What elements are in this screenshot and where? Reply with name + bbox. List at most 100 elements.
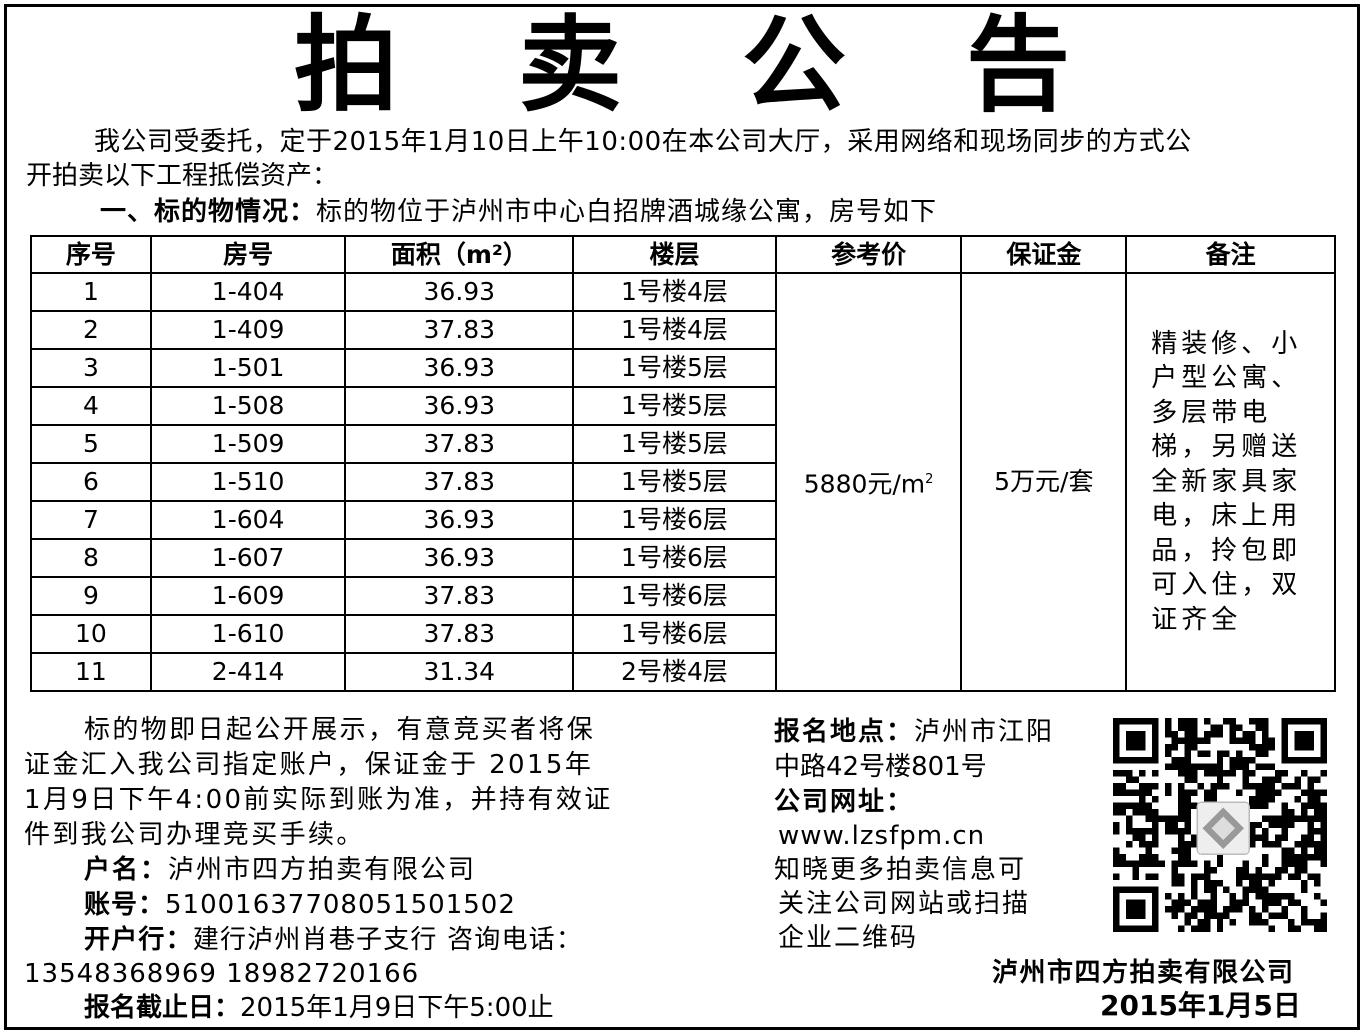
row-area: 37.83 (344, 614, 575, 654)
row-index: 1 (30, 272, 152, 312)
page-title: 拍卖公告 (293, 4, 1190, 126)
section1-text: 标的物位于泸州市中心白招牌酒城缘公寓，房号如下 (316, 197, 938, 227)
location-label: 报名地点： (774, 717, 915, 747)
left-para-1: 标的物即日起公开展示，有意竞买者将保 (84, 715, 596, 745)
row-floor: 2号楼4层 (572, 652, 777, 692)
table-row: 1 1-404 36.93 1号楼4层 5880元/m2 5万元/套 精装修、小户型公寓、多… (30, 272, 1336, 692)
table-row: 2 1-409 37.83 1号楼4层 (30, 310, 1335, 350)
deadline-label: 报名截止日： (84, 993, 241, 1023)
row-floor: 1号楼4层 (572, 272, 777, 312)
header-area: 面积（m²） (344, 235, 575, 274)
signature-date: 2015年1月5日 (1100, 989, 1301, 1022)
row-room: 1-510 (149, 462, 347, 502)
row-area: 37.83 (344, 310, 575, 350)
header-floor: 楼层 (572, 235, 777, 274)
row-floor: 1号楼5层 (572, 462, 777, 502)
row-area: 37.83 (344, 576, 575, 616)
account-number-value: 51001637708051501502 (165, 890, 516, 920)
website-link[interactable]: www.lzsfpm.cn (778, 821, 986, 851)
account-number-label: 账号： (84, 890, 166, 920)
bank-label: 开户行： (84, 925, 193, 955)
row-floor: 1号楼6层 (572, 538, 777, 578)
bank: 开户行：建行泸州肖巷子支行 咨询电话： (84, 922, 583, 958)
header-room: 房号 (149, 235, 347, 274)
row-area: 31.34 (344, 652, 575, 692)
qr-code-icon (1113, 718, 1327, 932)
row-area: 36.93 (344, 272, 575, 312)
row-area: 37.83 (344, 462, 575, 502)
row-area: 36.93 (344, 500, 575, 540)
left-para-4: 件到我公司办理竞买手续。 (24, 820, 365, 850)
company-signature: 泸州市四方拍卖有限公司 (992, 958, 1295, 988)
row-floor: 1号楼6层 (572, 614, 777, 654)
property-table: 序号 房号 面积（m²） 楼层 参考价 保证金 备注 1 1-404 36.93 1号… (30, 235, 1336, 692)
remarks: 精装修、小户型公寓、多层带电梯，另赠送全新家具家电，床上用品，拎包即可入住，双证… (1125, 272, 1336, 692)
row-room: 1-607 (149, 538, 347, 578)
row-floor: 1号楼5层 (572, 348, 777, 388)
header-price: 参考价 (774, 235, 963, 274)
info-line2: 关注公司网站或扫描 (778, 889, 1031, 919)
row-area: 37.83 (344, 424, 575, 464)
row-index: 8 (30, 538, 152, 578)
row-index: 7 (30, 500, 152, 540)
row-room: 2-414 (149, 652, 347, 692)
location: 报名地点：泸州市江阳 (774, 714, 1054, 750)
info-line1: 知晓更多拍卖信息可 (774, 855, 1027, 885)
row-index: 6 (30, 462, 152, 502)
price-value: 5880元/m (803, 469, 926, 499)
account-name-value: 泸州市四方拍卖有限公司 (168, 855, 477, 885)
table-row: 7 1-604 36.93 1号楼6层 (30, 500, 1335, 540)
row-room: 1-609 (149, 576, 347, 616)
row-index: 9 (30, 576, 152, 616)
row-floor: 1号楼4层 (572, 310, 777, 350)
header-deposit: 保证金 (960, 235, 1128, 274)
header-note: 备注 (1125, 235, 1336, 274)
table-row: 9 1-609 37.83 1号楼6层 (30, 576, 1335, 616)
deadline: 报名截止日：2015年1月9日下午5:00止 (84, 990, 554, 1026)
deposit: 5万元/套 (960, 272, 1128, 692)
price-unit-sup: 2 (925, 471, 934, 487)
row-floor: 1号楼6层 (572, 576, 777, 616)
section1-label: 一、标的物情况： (100, 197, 317, 227)
table-row: 6 1-510 37.83 1号楼5层 (30, 462, 1335, 502)
row-area: 36.93 (344, 538, 575, 578)
reference-price: 5880元/m2 (774, 272, 963, 692)
row-area: 36.93 (344, 386, 575, 426)
row-room: 1-610 (149, 614, 347, 654)
intro-line2: 开拍卖以下工程抵偿资产： (26, 161, 339, 191)
row-index: 11 (30, 652, 152, 692)
row-room: 1-509 (149, 424, 347, 464)
row-index: 2 (30, 310, 152, 350)
table-row: 3 1-501 36.93 1号楼5层 (30, 348, 1335, 388)
location-value: 泸州市江阳 (914, 717, 1055, 747)
left-para-2: 证金汇入我公司指定账户，保证金于 2015年 (24, 750, 594, 780)
row-index: 10 (30, 614, 152, 654)
table-row: 10 1-610 37.83 1号楼6层 (30, 614, 1335, 654)
phone-numbers: 13548368969 18982720166 (24, 959, 420, 989)
table-row: 5 1-509 37.83 1号楼5层 (30, 424, 1335, 464)
row-floor: 1号楼5层 (572, 424, 777, 464)
row-index: 3 (30, 348, 152, 388)
page-border (4, 4, 1360, 1030)
row-room: 1-409 (149, 310, 347, 350)
table-row: 11 2-414 31.34 2号楼4层 (30, 652, 1335, 692)
location-line2: 中路42号楼801号 (774, 752, 987, 782)
left-para-3: 1月9日下午4:00前实际到账为准，并持有效证 (24, 785, 613, 815)
row-room: 1-404 (149, 272, 347, 312)
website-label: 公司网址： (774, 787, 915, 817)
account-number: 账号：51001637708051501502 (84, 887, 516, 923)
row-floor: 1号楼5层 (572, 386, 777, 426)
row-index: 4 (30, 386, 152, 426)
table-row: 8 1-607 36.93 1号楼6层 (30, 538, 1335, 578)
table-row: 4 1-508 36.93 1号楼5层 (30, 386, 1335, 426)
deadline-value: 2015年1月9日下午5:00止 (240, 993, 554, 1023)
row-room: 1-508 (149, 386, 347, 426)
intro-line1: 我公司受委托，定于2015年1月10日上午10:00在本公司大厅，采用网络和现场… (94, 127, 1192, 157)
row-index: 5 (30, 424, 152, 464)
bank-value: 建行泸州肖巷子支行 咨询电话： (192, 925, 584, 955)
table-header-row: 序号 房号 面积（m²） 楼层 参考价 保证金 备注 (30, 235, 1336, 274)
row-room: 1-604 (149, 500, 347, 540)
row-floor: 1号楼6层 (572, 500, 777, 540)
row-area: 36.93 (344, 348, 575, 388)
account-name-label: 户名： (84, 855, 169, 885)
